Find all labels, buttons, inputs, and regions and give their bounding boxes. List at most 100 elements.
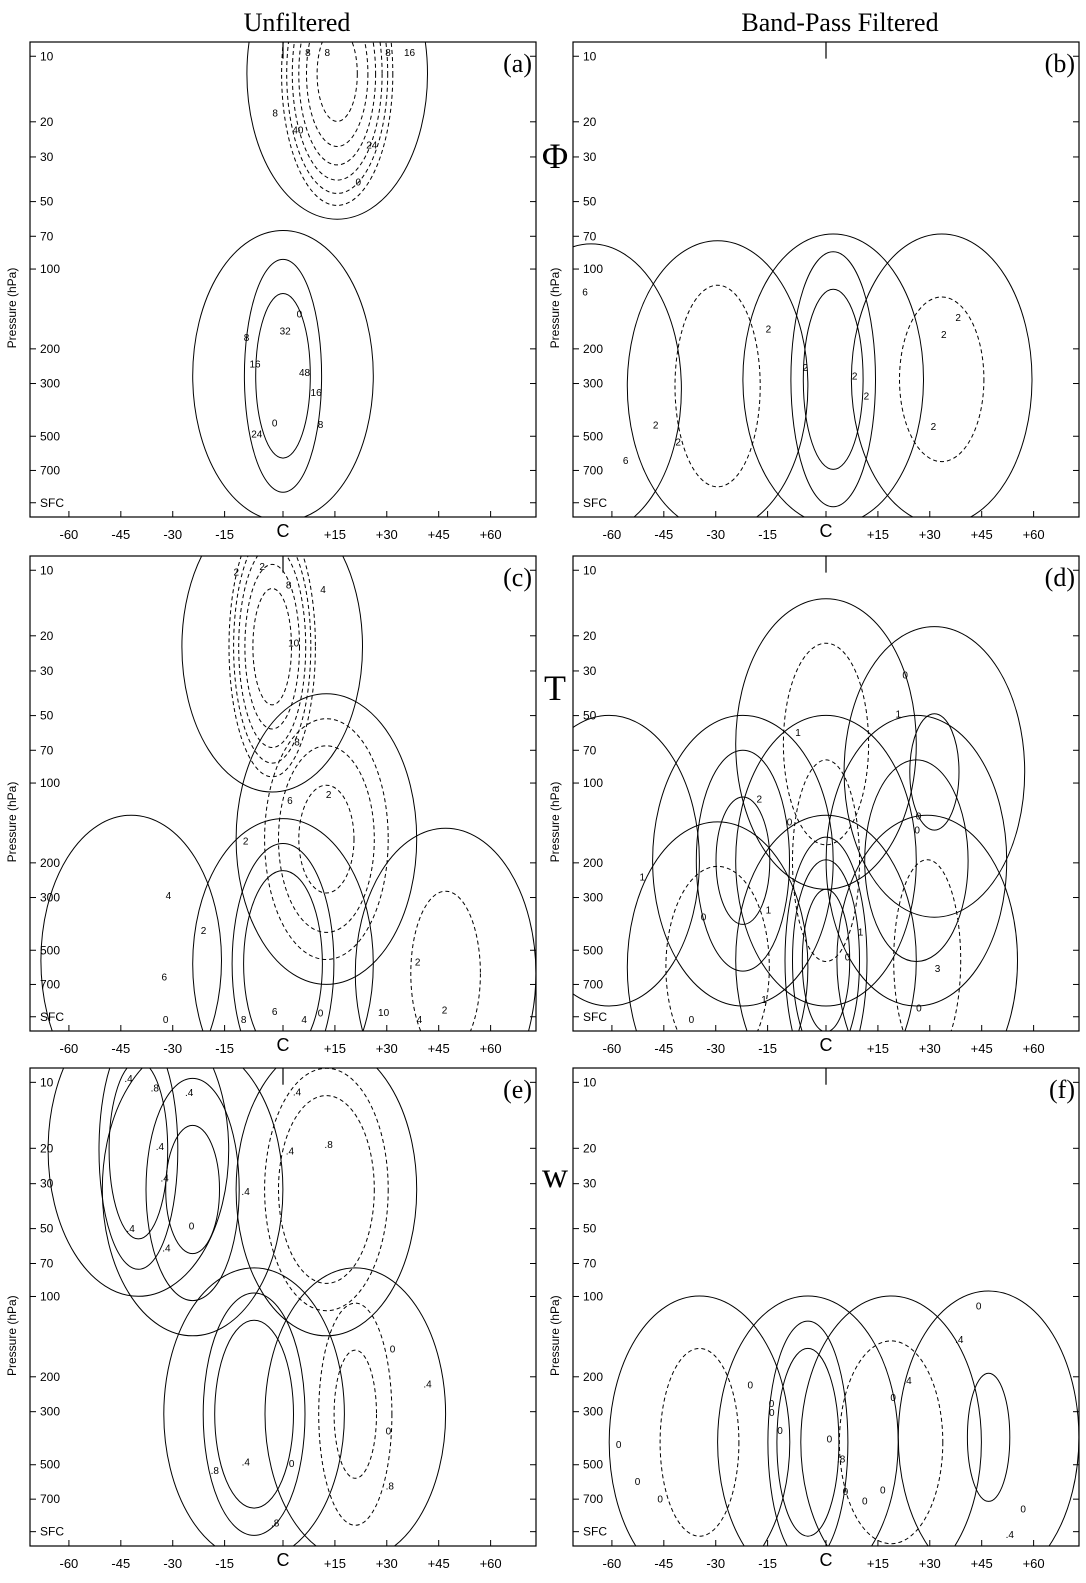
y-tick-label: 700 bbox=[583, 463, 603, 477]
contour-label: .8 bbox=[837, 1454, 846, 1465]
x-tick-label: -15 bbox=[215, 1556, 234, 1571]
x-tick-label: -15 bbox=[758, 527, 777, 542]
y-axis-label: Pressure (hPa) bbox=[548, 268, 562, 349]
contour-line bbox=[966, 1372, 1011, 1502]
x-tick-label: -15 bbox=[215, 527, 234, 542]
y-tick-label: 70 bbox=[583, 1257, 597, 1271]
x-tick-label: -30 bbox=[163, 1041, 182, 1056]
x-tick-label: +15 bbox=[324, 1556, 346, 1571]
contour-label: 2 bbox=[941, 330, 947, 341]
contour-line bbox=[278, 1095, 375, 1284]
y-tick-label: 20 bbox=[583, 1141, 597, 1155]
contour-line bbox=[838, 1340, 944, 1545]
contour-label: 1 bbox=[896, 710, 902, 721]
x-tick-label: +30 bbox=[376, 527, 398, 542]
y-tick-label: 10 bbox=[583, 1075, 597, 1089]
contour-label: 16 bbox=[311, 388, 323, 399]
contour-line bbox=[909, 713, 960, 831]
x-tick-label: +30 bbox=[919, 527, 941, 542]
contour-line bbox=[715, 796, 771, 925]
contour-line-zero bbox=[626, 821, 809, 1031]
x-tick-label: -15 bbox=[215, 1041, 234, 1056]
contour-labels: 0 0 0 1 1 1 0 0 1 1 2 3 0 1 0 0 bbox=[640, 670, 941, 1026]
y-tick-label: 200 bbox=[583, 856, 603, 870]
contour-label: 0 bbox=[390, 1345, 396, 1356]
contour-line-zero bbox=[735, 714, 917, 1007]
x-tick-label: +60 bbox=[1023, 1556, 1045, 1571]
y-tick-label: 20 bbox=[40, 1141, 54, 1155]
contour-label: 2 bbox=[852, 371, 858, 382]
contour-label: 2 bbox=[803, 363, 809, 374]
contour-line-zero bbox=[717, 1295, 899, 1546]
contour-label: .4 bbox=[241, 1187, 250, 1198]
contour-label: 0 bbox=[297, 310, 303, 321]
x-tick-label: +15 bbox=[867, 527, 889, 542]
contour-label: 8 bbox=[305, 48, 311, 59]
contour-line bbox=[659, 1347, 740, 1537]
y-tick-label: 50 bbox=[40, 709, 54, 723]
plot-frame bbox=[29, 41, 537, 518]
y-tick-label: 100 bbox=[40, 776, 60, 790]
y-tick-label: 10 bbox=[40, 563, 54, 577]
contour-label: 4 bbox=[417, 1015, 423, 1026]
contour-line-zero bbox=[192, 230, 374, 517]
y-tick-label: 30 bbox=[40, 1177, 54, 1191]
y-tick-label: 20 bbox=[583, 629, 597, 643]
contour-label: 0 bbox=[616, 1440, 622, 1451]
contour-label: 8 bbox=[318, 420, 324, 431]
contour-label: 8 bbox=[294, 738, 300, 749]
x-tick-label: -15 bbox=[758, 1556, 777, 1571]
contour-label: 0 bbox=[1020, 1504, 1026, 1515]
x-tick-label: -45 bbox=[654, 527, 673, 542]
y-tick-label: 300 bbox=[40, 1405, 60, 1419]
contour-label: 4 bbox=[166, 891, 172, 902]
x-tick-label: +60 bbox=[1023, 1041, 1045, 1056]
contour-line bbox=[674, 284, 761, 488]
contour-label: 6 bbox=[287, 796, 293, 807]
y-tick-label: 100 bbox=[583, 776, 603, 790]
contour-label: 0 bbox=[318, 1008, 324, 1019]
y-axis-label: Pressure (hPa) bbox=[5, 1295, 19, 1376]
contour-line bbox=[318, 1302, 393, 1526]
contour-line-zero bbox=[40, 814, 222, 1031]
contour-label: 2 bbox=[415, 957, 421, 968]
y-tick-label: 700 bbox=[40, 463, 60, 477]
contour-label: 0 bbox=[976, 1301, 982, 1312]
contour-label: 0 bbox=[890, 1393, 896, 1404]
column-title-band-pass-filtered: Band-Pass Filtered bbox=[741, 8, 938, 37]
contour-label: .4 bbox=[242, 1457, 251, 1468]
contour-label: 2 bbox=[955, 313, 961, 324]
contour-label: 0 bbox=[356, 177, 362, 188]
contour-label: 8 bbox=[272, 108, 278, 119]
contour-label: 32 bbox=[280, 327, 292, 338]
y-tick-label: 50 bbox=[583, 195, 597, 209]
y-axis-label: Pressure (hPa) bbox=[5, 268, 19, 349]
contour-line bbox=[145, 1077, 240, 1302]
contour-label: 0 bbox=[916, 1004, 922, 1015]
y-tick-label: 50 bbox=[583, 1222, 597, 1236]
row-label-phi: Φ bbox=[542, 136, 568, 176]
contour-label: 0 bbox=[701, 912, 707, 923]
contour-lines bbox=[608, 1290, 1079, 1546]
contour-label: .4 bbox=[293, 1087, 302, 1098]
x-tick-label: C bbox=[277, 1550, 290, 1570]
x-tick-label: +15 bbox=[867, 1041, 889, 1056]
y-tick-label: 30 bbox=[40, 664, 54, 678]
contour-line-zero bbox=[264, 1267, 447, 1546]
y-tick-label: 10 bbox=[40, 1075, 54, 1089]
x-tick-label: +45 bbox=[971, 1041, 993, 1056]
y-tick-label: 100 bbox=[40, 262, 60, 276]
contour-label: 0 bbox=[769, 1399, 775, 1410]
contour-label: 6 bbox=[162, 973, 168, 984]
contour-label: .4 bbox=[903, 1376, 912, 1387]
x-tick-label: -60 bbox=[60, 1556, 79, 1571]
contour-lines bbox=[40, 556, 536, 1031]
contour-line bbox=[864, 759, 969, 963]
x-tick-label: -45 bbox=[111, 527, 130, 542]
contour-line-zero bbox=[843, 626, 1026, 918]
y-tick-label: 70 bbox=[40, 743, 54, 757]
contour-line bbox=[108, 1068, 169, 1240]
contour-label: 6 bbox=[582, 288, 588, 299]
contour-line bbox=[214, 1319, 295, 1509]
